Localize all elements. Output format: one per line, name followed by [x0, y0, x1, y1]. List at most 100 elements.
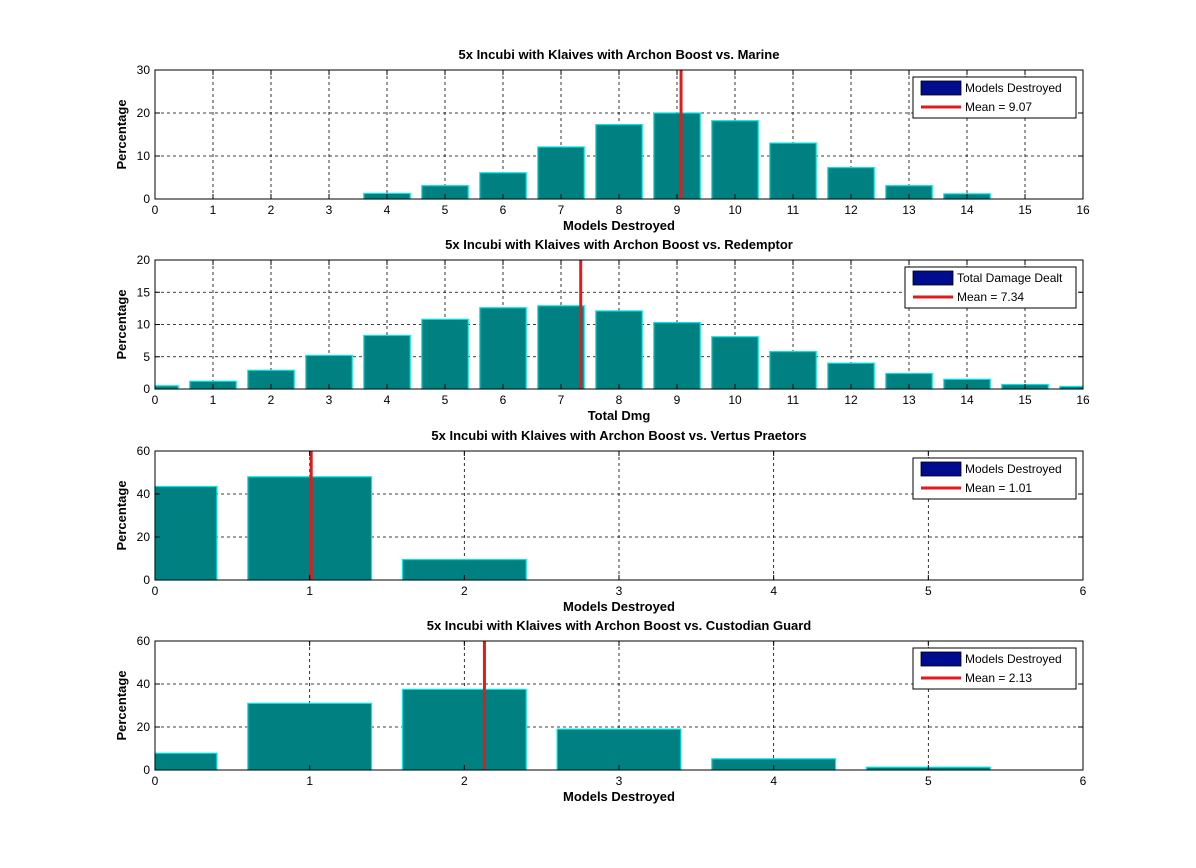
x-axis-label: Models Destroyed: [563, 789, 675, 804]
legend: Models Destroyed Mean = 1.01: [912, 457, 1077, 500]
legend-mean-label: Mean = 9.07: [965, 100, 1032, 114]
x-tick-label: 11: [787, 393, 800, 407]
x-tick-label: 5: [442, 203, 449, 217]
y-axis-label: Percentage: [114, 480, 129, 550]
legend: Models Destroyed Mean = 9.07: [912, 76, 1077, 119]
x-tick-label: 4: [384, 393, 391, 407]
x-tick-label: 0: [152, 584, 159, 598]
x-tick-label: 10: [728, 203, 742, 217]
y-tick-label: 30: [137, 63, 151, 77]
x-tick-label: 6: [1080, 584, 1087, 598]
y-tick-label: 10: [137, 149, 151, 163]
y-tick-label: 60: [137, 444, 151, 458]
y-tick-label: 0: [143, 763, 150, 777]
y-axis-label: Percentage: [114, 670, 129, 740]
x-tick-label: 8: [616, 203, 623, 217]
x-tick-label: 13: [902, 203, 916, 217]
x-axis-label: Models Destroyed: [563, 599, 675, 614]
y-axis-label: Percentage: [114, 289, 129, 359]
bar: [595, 124, 643, 200]
legend-bar-swatch: [920, 651, 962, 667]
x-tick-label: 5: [925, 584, 932, 598]
x-tick-label: 4: [770, 774, 777, 788]
bar: [769, 350, 817, 390]
x-tick-label: 2: [268, 393, 275, 407]
bar: [537, 305, 585, 390]
bar: [305, 354, 353, 390]
legend-box: [912, 457, 1077, 500]
bar: [769, 142, 817, 200]
chart-title: 5x Incubi with Klaives with Archon Boost…: [431, 428, 806, 443]
y-axis-label: Percentage: [114, 99, 129, 169]
x-tick-label: 2: [268, 203, 275, 217]
legend-bar-swatch: [912, 270, 954, 286]
chart-title: 5x Incubi with Klaives with Archon Boost…: [459, 47, 780, 62]
y-tick-label: 60: [137, 634, 151, 648]
y-tick-label: 15: [137, 285, 151, 299]
y-tick-label: 20: [137, 106, 151, 120]
x-axis-label: Total Dmg: [588, 408, 651, 423]
x-tick-label: 10: [728, 393, 742, 407]
legend-bar-swatch: [920, 461, 962, 477]
y-tick-label: 5: [143, 350, 150, 364]
bar: [711, 120, 759, 200]
x-tick-label: 14: [960, 393, 974, 407]
bar: [247, 702, 373, 771]
legend: Models Destroyed Mean = 2.13: [912, 647, 1077, 690]
x-tick-label: 6: [500, 393, 507, 407]
x-tick-label: 5: [442, 393, 449, 407]
x-tick-label: 9: [674, 203, 681, 217]
x-tick-label: 7: [558, 203, 565, 217]
bar: [595, 310, 643, 390]
x-tick-label: 4: [770, 584, 777, 598]
bar: [247, 476, 373, 581]
bar: [154, 485, 218, 581]
x-tick-label: 5: [925, 774, 932, 788]
x-tick-label: 3: [616, 774, 623, 788]
bar: [363, 334, 411, 390]
x-tick-label: 6: [1080, 774, 1087, 788]
x-tick-label: 2: [461, 774, 468, 788]
x-tick-label: 4: [384, 203, 391, 217]
x-tick-label: 1: [306, 584, 313, 598]
y-tick-label: 0: [143, 192, 150, 206]
x-tick-label: 15: [1018, 393, 1032, 407]
x-tick-label: 15: [1018, 203, 1032, 217]
y-tick-label: 20: [137, 253, 151, 267]
y-tick-label: 0: [143, 382, 150, 396]
chart-title: 5x Incubi with Klaives with Archon Boost…: [427, 618, 812, 633]
x-tick-label: 11: [787, 203, 800, 217]
bar: [537, 146, 585, 200]
bar: [421, 318, 469, 390]
legend-bar-label: Models Destroyed: [965, 81, 1062, 95]
x-tick-label: 12: [844, 393, 858, 407]
x-tick-label: 7: [558, 393, 565, 407]
bar: [827, 167, 875, 200]
x-tick-label: 2: [461, 584, 468, 598]
x-tick-label: 8: [616, 393, 623, 407]
x-axis-label: Models Destroyed: [563, 218, 675, 233]
y-tick-label: 20: [137, 530, 151, 544]
x-tick-label: 16: [1076, 393, 1090, 407]
legend-mean-label: Mean = 2.13: [965, 671, 1032, 685]
y-tick-label: 10: [137, 318, 151, 332]
legend-mean-label: Mean = 7.34: [957, 290, 1024, 304]
y-tick-label: 40: [137, 677, 151, 691]
x-tick-label: 14: [960, 203, 974, 217]
bar: [653, 112, 701, 200]
x-tick-label: 3: [616, 584, 623, 598]
x-tick-label: 13: [902, 393, 916, 407]
legend-bar-label: Models Destroyed: [965, 652, 1062, 666]
x-tick-label: 0: [152, 393, 159, 407]
x-tick-label: 0: [152, 203, 159, 217]
x-tick-label: 6: [500, 203, 507, 217]
y-tick-label: 40: [137, 487, 151, 501]
legend: Total Damage Dealt Mean = 7.34: [904, 266, 1077, 309]
legend-mean-label: Mean = 1.01: [965, 481, 1032, 495]
bar: [711, 336, 759, 390]
